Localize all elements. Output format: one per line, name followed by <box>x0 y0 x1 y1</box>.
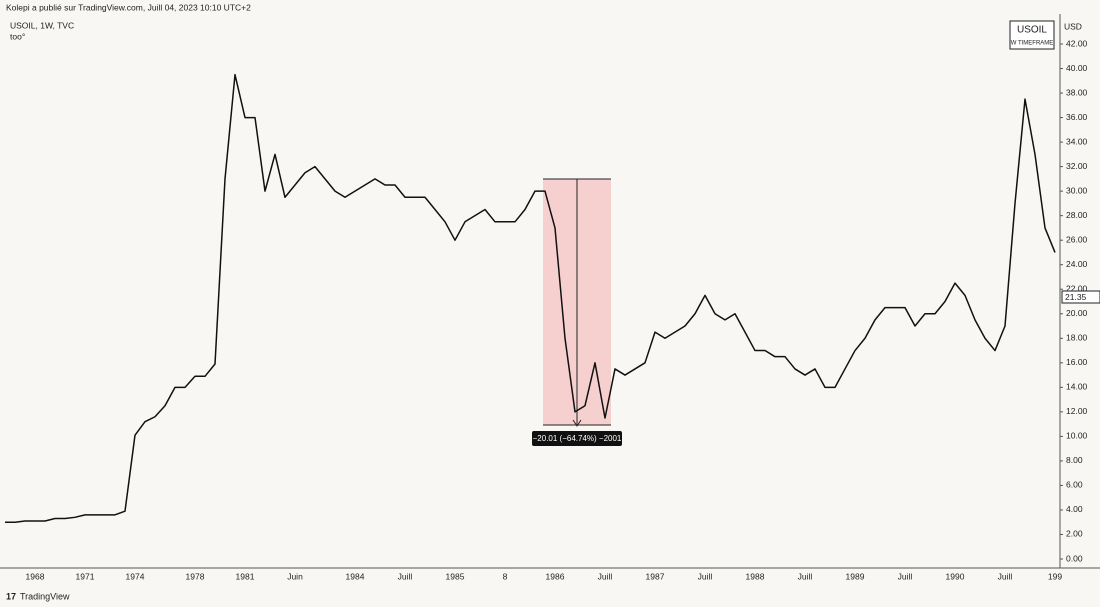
symbol-line: USOIL, 1W, TVC <box>10 20 74 30</box>
measure-arrow-head <box>572 419 582 427</box>
last-price-box <box>1061 290 1100 304</box>
y-tick-label: 0.00 <box>1066 553 1083 563</box>
x-tick-label: 1987 <box>646 571 665 581</box>
y-tick-label: 26.00 <box>1066 234 1088 244</box>
x-tick-label: Juill <box>798 571 813 581</box>
x-tick-label: 1985 <box>446 571 465 581</box>
x-tick-label: 1984 <box>346 571 365 581</box>
x-tick-label: 1978 <box>186 571 205 581</box>
x-tick-label: 8 <box>503 571 508 581</box>
footer-logo: TradingView <box>20 591 70 601</box>
y-tick-label: 32.00 <box>1066 161 1088 171</box>
y-tick-label: 12.00 <box>1066 406 1088 416</box>
measure-label: −20.01 (−64.74%) −2001 <box>533 434 622 443</box>
x-tick-label: 199 <box>1048 571 1062 581</box>
x-tick-label: 1990 <box>946 571 965 581</box>
footer-icon: 17 <box>6 591 16 601</box>
note: too° <box>10 31 25 41</box>
x-tick-label: 1968 <box>26 571 45 581</box>
badge-title: USOIL <box>1017 25 1047 36</box>
y-tick-label: 2.00 <box>1066 529 1083 539</box>
publisher-line: Kolepi a publié sur TradingView.com, Jui… <box>6 2 251 12</box>
badge-subtitle: W TIMEFRAME <box>1011 41 1054 47</box>
y-tick-label: 36.00 <box>1066 112 1088 122</box>
y-tick-label: 4.00 <box>1066 504 1083 514</box>
y-tick-label: 42.00 <box>1066 38 1088 48</box>
y-tick-label: 28.00 <box>1066 210 1088 220</box>
currency: USD <box>1064 21 1082 31</box>
y-tick-label: 16.00 <box>1066 357 1088 367</box>
x-tick-label: Juill <box>598 571 613 581</box>
y-tick-label: 40.00 <box>1066 63 1088 73</box>
x-tick-label: 1986 <box>546 571 565 581</box>
x-tick-label: Juill <box>698 571 713 581</box>
y-tick-label: 24.00 <box>1066 259 1088 269</box>
x-tick-label: Juill <box>998 571 1013 581</box>
y-tick-label: 38.00 <box>1066 87 1088 97</box>
y-tick-label: 30.00 <box>1066 185 1088 195</box>
x-tick-label: 1989 <box>846 571 865 581</box>
measure-label-box <box>532 431 622 446</box>
y-tick-label: 22.00 <box>1066 283 1088 293</box>
last-price-label: 21.35 <box>1065 292 1087 302</box>
y-tick-label: 10.00 <box>1066 431 1088 441</box>
y-tick-label: 6.00 <box>1066 480 1083 490</box>
x-tick-label: 1988 <box>746 571 765 581</box>
x-tick-label: 1981 <box>236 571 255 581</box>
x-tick-label: 1974 <box>126 571 145 581</box>
y-tick-label: 14.00 <box>1066 382 1088 392</box>
x-tick-label: 1971 <box>76 571 95 581</box>
x-tick-label: Juill <box>898 571 913 581</box>
badge <box>1009 20 1055 50</box>
y-tick-label: 20.00 <box>1066 308 1088 318</box>
x-tick-label: Juill <box>398 571 413 581</box>
x-tick-label: Juin <box>287 571 303 581</box>
y-tick-label: 8.00 <box>1066 455 1083 465</box>
y-tick-label: 18.00 <box>1066 333 1088 343</box>
price-line <box>5 73 1056 523</box>
y-tick-label: 34.00 <box>1066 136 1088 146</box>
